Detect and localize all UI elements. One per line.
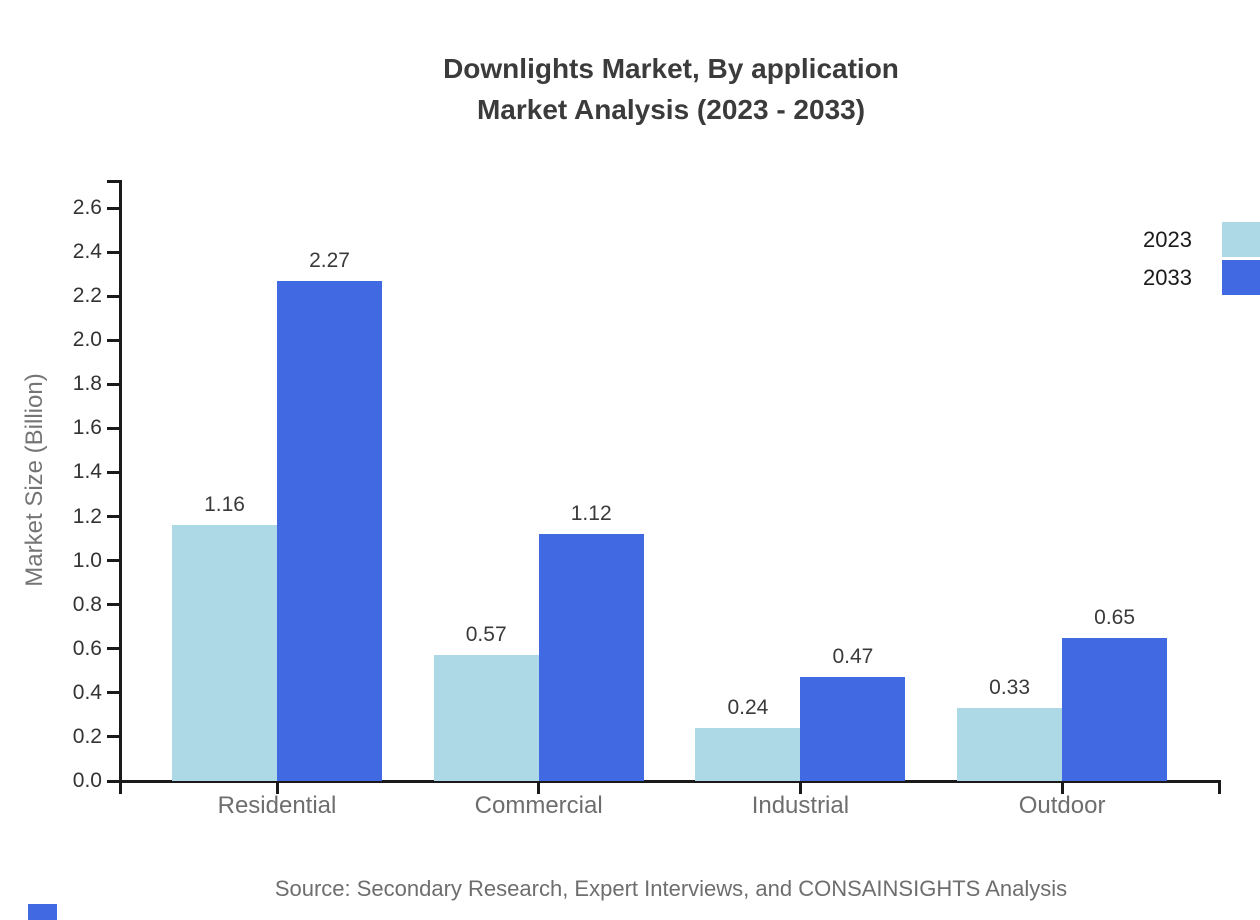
- y-axis-end-tick: [107, 180, 122, 183]
- y-tick: [107, 647, 122, 651]
- legend-swatch-2023-icon: [1222, 222, 1260, 257]
- y-tick-label: 0.6: [72, 636, 102, 660]
- legend-item-2033: 2033: [1143, 260, 1260, 295]
- bar-2023-industrial: [695, 728, 801, 781]
- y-tick: [107, 382, 122, 386]
- chart-title-line2: Market Analysis (2023 - 2033): [476, 94, 866, 125]
- x-tick: [537, 781, 541, 794]
- y-tick: [107, 559, 122, 563]
- bar-value-label: 0.24: [727, 696, 769, 720]
- bar-2023-residential: [172, 525, 277, 781]
- y-tick-label: 1.4: [72, 460, 102, 484]
- y-tick: [107, 250, 122, 254]
- x-axis-end-tick: [1218, 781, 1221, 794]
- y-tick: [107, 294, 122, 298]
- bar-value-label: 0.47: [832, 645, 874, 669]
- y-tick-label: 1.6: [72, 416, 102, 440]
- category-label-outdoor: Outdoor: [1018, 792, 1106, 819]
- chart-title: Downlights Market, By application Market…: [122, 48, 1220, 130]
- y-tick-label: 0.8: [72, 592, 102, 616]
- legend-item-2023: 2023: [1143, 222, 1260, 257]
- brand-mark: [28, 904, 57, 920]
- y-tick: [107, 206, 122, 210]
- category-label-industrial: Industrial: [751, 792, 850, 819]
- x-tick: [798, 781, 802, 794]
- bar-value-label: 2.27: [309, 248, 350, 272]
- y-tick: [107, 735, 122, 739]
- x-axis-line: [107, 780, 1221, 783]
- source-note: Source: Secondary Research, Expert Inter…: [274, 876, 1068, 901]
- bar-2023-outdoor: [957, 708, 1063, 781]
- y-tick-label: 0.2: [72, 724, 102, 748]
- bar-2023-commercial: [433, 655, 539, 781]
- bar-value-label: 1.16: [204, 493, 245, 517]
- y-tick: [107, 603, 122, 607]
- y-tick-label: 1.0: [72, 548, 102, 572]
- bar-value-label: 1.12: [570, 502, 612, 526]
- y-tick: [107, 691, 122, 695]
- y-tick-label: 0.0: [72, 769, 102, 792]
- bar-2033-industrial: [800, 677, 906, 781]
- y-tick: [107, 779, 122, 783]
- legend-label-2023: 2023: [1143, 226, 1192, 252]
- y-tick-label: 1.2: [72, 504, 102, 528]
- category-label-commercial: Commercial: [474, 792, 603, 819]
- bar-2033-outdoor: [1062, 637, 1168, 781]
- y-tick: [107, 338, 122, 342]
- y-axis-line: [119, 180, 122, 794]
- bar-value-label: 0.57: [465, 623, 507, 647]
- x-tick: [1060, 781, 1064, 794]
- legend: 2023 2033: [1143, 222, 1260, 298]
- y-tick: [107, 426, 122, 430]
- bar-2033-residential: [277, 280, 382, 781]
- chart-title-line1: Downlights Market, By application: [443, 53, 899, 84]
- y-tick: [107, 470, 122, 474]
- x-tick: [275, 781, 279, 794]
- bar-value-label: 0.65: [1094, 605, 1136, 629]
- legend-swatch-2033-icon: [1222, 260, 1260, 295]
- bar-value-label: 0.33: [989, 676, 1031, 700]
- bar-2033-commercial: [538, 534, 644, 781]
- legend-label-2033: 2033: [1143, 264, 1192, 290]
- y-tick-label: 2.6: [72, 196, 102, 219]
- y-tick-label: 2.2: [72, 284, 102, 308]
- y-tick-label: 0.4: [72, 680, 102, 704]
- y-tick-label: 1.8: [72, 372, 102, 396]
- category-label-residential: Residential: [217, 792, 337, 819]
- y-tick-label: 2.0: [72, 328, 102, 352]
- y-tick: [107, 515, 122, 519]
- y-tick-label: 2.4: [72, 240, 102, 264]
